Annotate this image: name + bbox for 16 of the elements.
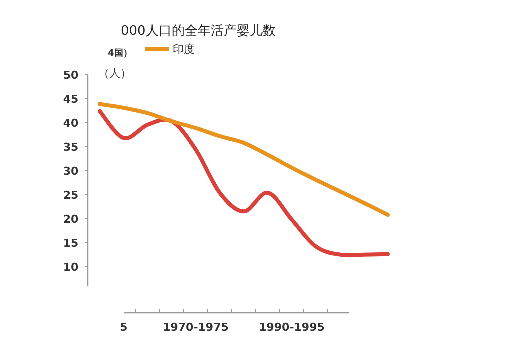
x-tick-label: 5 xyxy=(120,321,128,334)
y-tick-label: 35 xyxy=(63,140,79,154)
legend-label: 印度 xyxy=(173,43,195,56)
y-tick-label: 25 xyxy=(63,188,79,202)
chart-title: 000人口的全年活产婴儿数 xyxy=(121,24,276,39)
x-tick-label: 1970-1975 xyxy=(163,321,229,334)
y-tick-label: 20 xyxy=(63,212,79,226)
y-axis-title: （人） xyxy=(98,67,132,80)
y-tick-label: 15 xyxy=(63,236,79,250)
y-tick-label: 40 xyxy=(63,116,79,130)
y-tick-label: 30 xyxy=(63,164,79,178)
y-tick-label: 45 xyxy=(63,92,79,106)
text: 4国） xyxy=(108,48,132,59)
x-tick-label: 1990-1995 xyxy=(259,321,325,334)
y-tick-label: 50 xyxy=(63,69,79,82)
y-tick-label: 10 xyxy=(63,260,79,274)
